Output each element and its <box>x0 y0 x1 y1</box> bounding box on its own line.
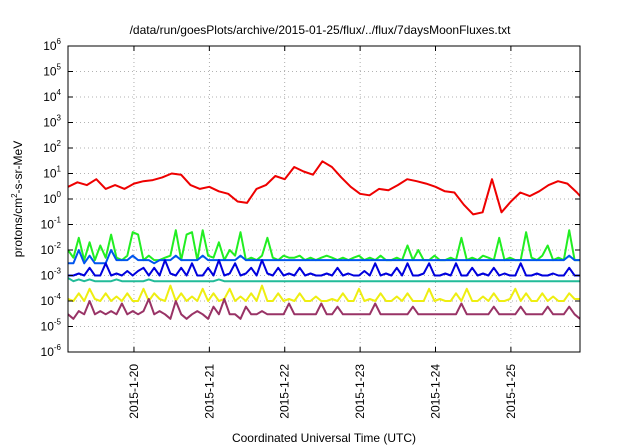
y-tick-exponent: -5 <box>54 318 62 327</box>
x-tick-label: 2015-1-23 <box>353 364 367 419</box>
y-tick-label: 10-6 <box>41 343 62 359</box>
y-tick-label: 10-5 <box>41 318 62 334</box>
y-tick-label: 10-4 <box>41 292 62 308</box>
series-line-5 <box>68 277 580 283</box>
x-tick-label: 2015-1-20 <box>127 364 141 419</box>
series-line-1 <box>68 160 580 216</box>
y-tick-exponent: 6 <box>57 37 62 46</box>
y-tick-label: 105 <box>43 63 61 79</box>
y-tick-exponent: 1 <box>57 165 62 174</box>
series-line-6 <box>68 284 580 302</box>
series-group <box>68 160 580 320</box>
y-tick-label: 100 <box>43 190 61 206</box>
series-line-3 <box>68 249 580 265</box>
y-tick-exponent: 3 <box>57 114 62 123</box>
y-tick-exponent: 2 <box>57 139 62 148</box>
y-tick-exponent: 0 <box>57 190 62 199</box>
y-tick-label: 102 <box>43 139 61 155</box>
x-tick-label: 2015-1-22 <box>278 364 292 419</box>
y-tick-label: 10-3 <box>41 267 62 283</box>
y-tick-exponent: -4 <box>54 292 62 301</box>
y-tick-label: 10-1 <box>41 216 62 232</box>
y-axis-label: protons/cm2-s-sr-MeV <box>10 141 25 257</box>
y-tick-exponent: -2 <box>54 241 62 250</box>
series-clip-group <box>68 160 580 320</box>
y-tick-exponent: -1 <box>54 216 62 225</box>
y-tick-exponent: -3 <box>54 267 62 276</box>
y-tick-exponent: 5 <box>57 63 62 72</box>
x-tick-label: 2015-1-24 <box>429 364 443 419</box>
x-tick-label: 2015-1-21 <box>202 364 216 419</box>
x-axis-label: Coordinated Universal Time (UTC) <box>232 431 416 445</box>
y-label-units: -s-sr-MeV <box>11 141 25 194</box>
series-line-2 <box>68 229 580 262</box>
y-tick-label: 10-2 <box>41 241 62 257</box>
chart-title: /data/run/goesPlots/archive/2015-01-25/f… <box>130 23 512 37</box>
y-tick-exponent: 4 <box>57 88 62 97</box>
y-tick-label: 106 <box>43 37 61 53</box>
y-tick-label: 104 <box>43 88 61 104</box>
y-label-superscript: 2 <box>10 193 19 198</box>
series-line-4 <box>68 259 580 277</box>
y-tick-label: 103 <box>43 114 61 130</box>
x-axis: 2015-1-20 2015-1-21 2015-1-22 2015-1-23 2015… <box>127 46 518 419</box>
y-tick-exponent: -6 <box>54 343 62 352</box>
y-tick-label: 101 <box>43 165 61 181</box>
x-tick-label: 2015-1-25 <box>504 364 518 419</box>
series-line-7 <box>68 298 580 320</box>
